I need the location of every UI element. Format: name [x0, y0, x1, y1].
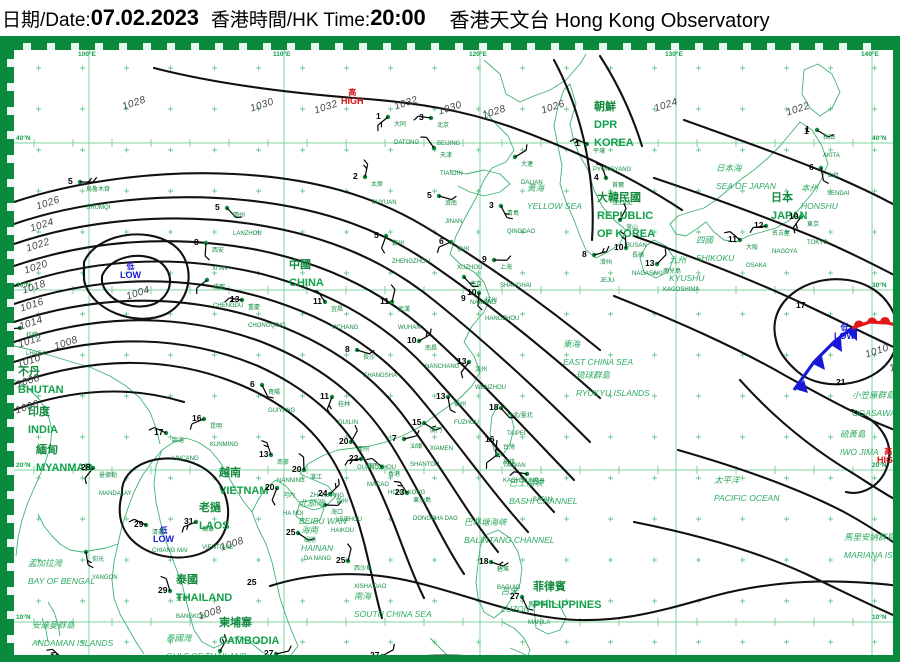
wind-barb [447, 396, 456, 414]
wind-barb [80, 176, 98, 183]
wind-barb [569, 138, 588, 145]
wind-barb [356, 349, 375, 355]
wind-barb [271, 487, 278, 506]
isobar-label: 1014 [891, 244, 900, 263]
organisation-name: 香港天文台 Hong Kong Observatory [449, 9, 770, 32]
wind-barb [366, 457, 383, 468]
station-dot [380, 653, 384, 655]
isobar-contours [14, 54, 893, 655]
wind-barb [14, 327, 21, 330]
wind-barb [347, 543, 352, 562]
map-border-left [7, 43, 14, 655]
map-plot-area: 100°E 110°E 120°E 130°E 140°E 40°N 40°N 30°N 30°… [14, 50, 900, 662]
wind-barb [219, 633, 228, 652]
wind-barb [749, 225, 767, 234]
frontal-systems [792, 317, 893, 393]
isobar-label: 1016 [891, 216, 900, 235]
map-border-top [7, 43, 893, 50]
wind-barb [196, 279, 208, 295]
wind-barb [324, 500, 343, 507]
wind-barb [460, 361, 470, 379]
wind-barb [261, 384, 274, 399]
graticule-and-coastlines [14, 50, 893, 655]
date-label: 日期/Date: [2, 9, 91, 31]
wind-barb [493, 255, 512, 261]
wind-barb [820, 167, 830, 185]
wind-barb [224, 297, 243, 303]
wind-barb [485, 454, 498, 469]
wind-barb [418, 328, 432, 342]
wind-barb [514, 144, 528, 158]
wind-barb [160, 575, 171, 592]
wind-barb [593, 245, 610, 256]
wind-barb [261, 439, 272, 456]
wind-barb [620, 231, 627, 249]
wind-barb [436, 241, 452, 254]
wind-barb [181, 521, 197, 533]
wind-barb [204, 242, 210, 261]
station-label: 安達曼海 [68, 654, 92, 655]
date-value: 07.02.2023 [90, 5, 199, 30]
wind-barb [326, 396, 333, 415]
wind-barb [189, 418, 205, 430]
wind-barbs-layer [14, 114, 834, 655]
wind-barb [619, 202, 627, 221]
wind-barb [656, 248, 667, 265]
station-dot [193, 519, 199, 525]
wind-barb [148, 426, 167, 434]
wind-barb [509, 471, 528, 477]
wind-barb [403, 430, 420, 440]
wind-barb [413, 115, 432, 121]
isobar-label: 1018 [891, 183, 900, 202]
wind-barb [393, 480, 408, 494]
wind-barb [595, 163, 607, 179]
wind-barb [275, 645, 292, 655]
wind-barb [382, 643, 395, 655]
wind-barb [490, 561, 509, 567]
warm-front-icon [851, 317, 893, 330]
weather-chart-map: 100°E 110°E 120°E 130°E 140°E 40°N 40°N 30°N 30°… [0, 36, 900, 662]
wind-barb [329, 478, 340, 495]
sea-label: 安達曼海ANDAMAN SEA [72, 658, 134, 662]
wind-barb [380, 235, 387, 254]
wind-barb [724, 231, 741, 241]
station-dot [83, 549, 89, 555]
wind-barb [85, 551, 94, 569]
wind-barb [390, 284, 396, 303]
wind-barb [297, 532, 315, 541]
time-value: 20:00 [370, 5, 426, 30]
wind-barb [816, 129, 834, 138]
wind-barb [84, 467, 94, 485]
wind-barb [298, 452, 305, 471]
wind-barb [463, 276, 479, 288]
wind-barb [128, 518, 147, 526]
wind-barb [792, 216, 802, 234]
wind-barb [420, 136, 435, 149]
cold-front-icon [792, 326, 857, 393]
wind-barb [311, 290, 326, 303]
wind-barb [350, 424, 358, 443]
wind-barb [46, 648, 60, 655]
wind-barb [377, 116, 389, 132]
time-label: 香港時間/HK Time: [210, 9, 371, 31]
wind-barb [423, 422, 441, 431]
wind-barb [226, 207, 242, 219]
wind-barb [344, 458, 362, 466]
wind-barb [500, 205, 513, 220]
wind-barb [477, 292, 483, 311]
wind-barb [500, 407, 516, 419]
wind-barb [521, 596, 534, 611]
chart-header: 日期/Date: 07.02.2023 香港時間/HK Time: 20:00 … [0, 0, 900, 36]
isobar-label: 1012 [891, 282, 900, 301]
wind-barb [363, 159, 369, 178]
wind-barb [438, 195, 457, 201]
